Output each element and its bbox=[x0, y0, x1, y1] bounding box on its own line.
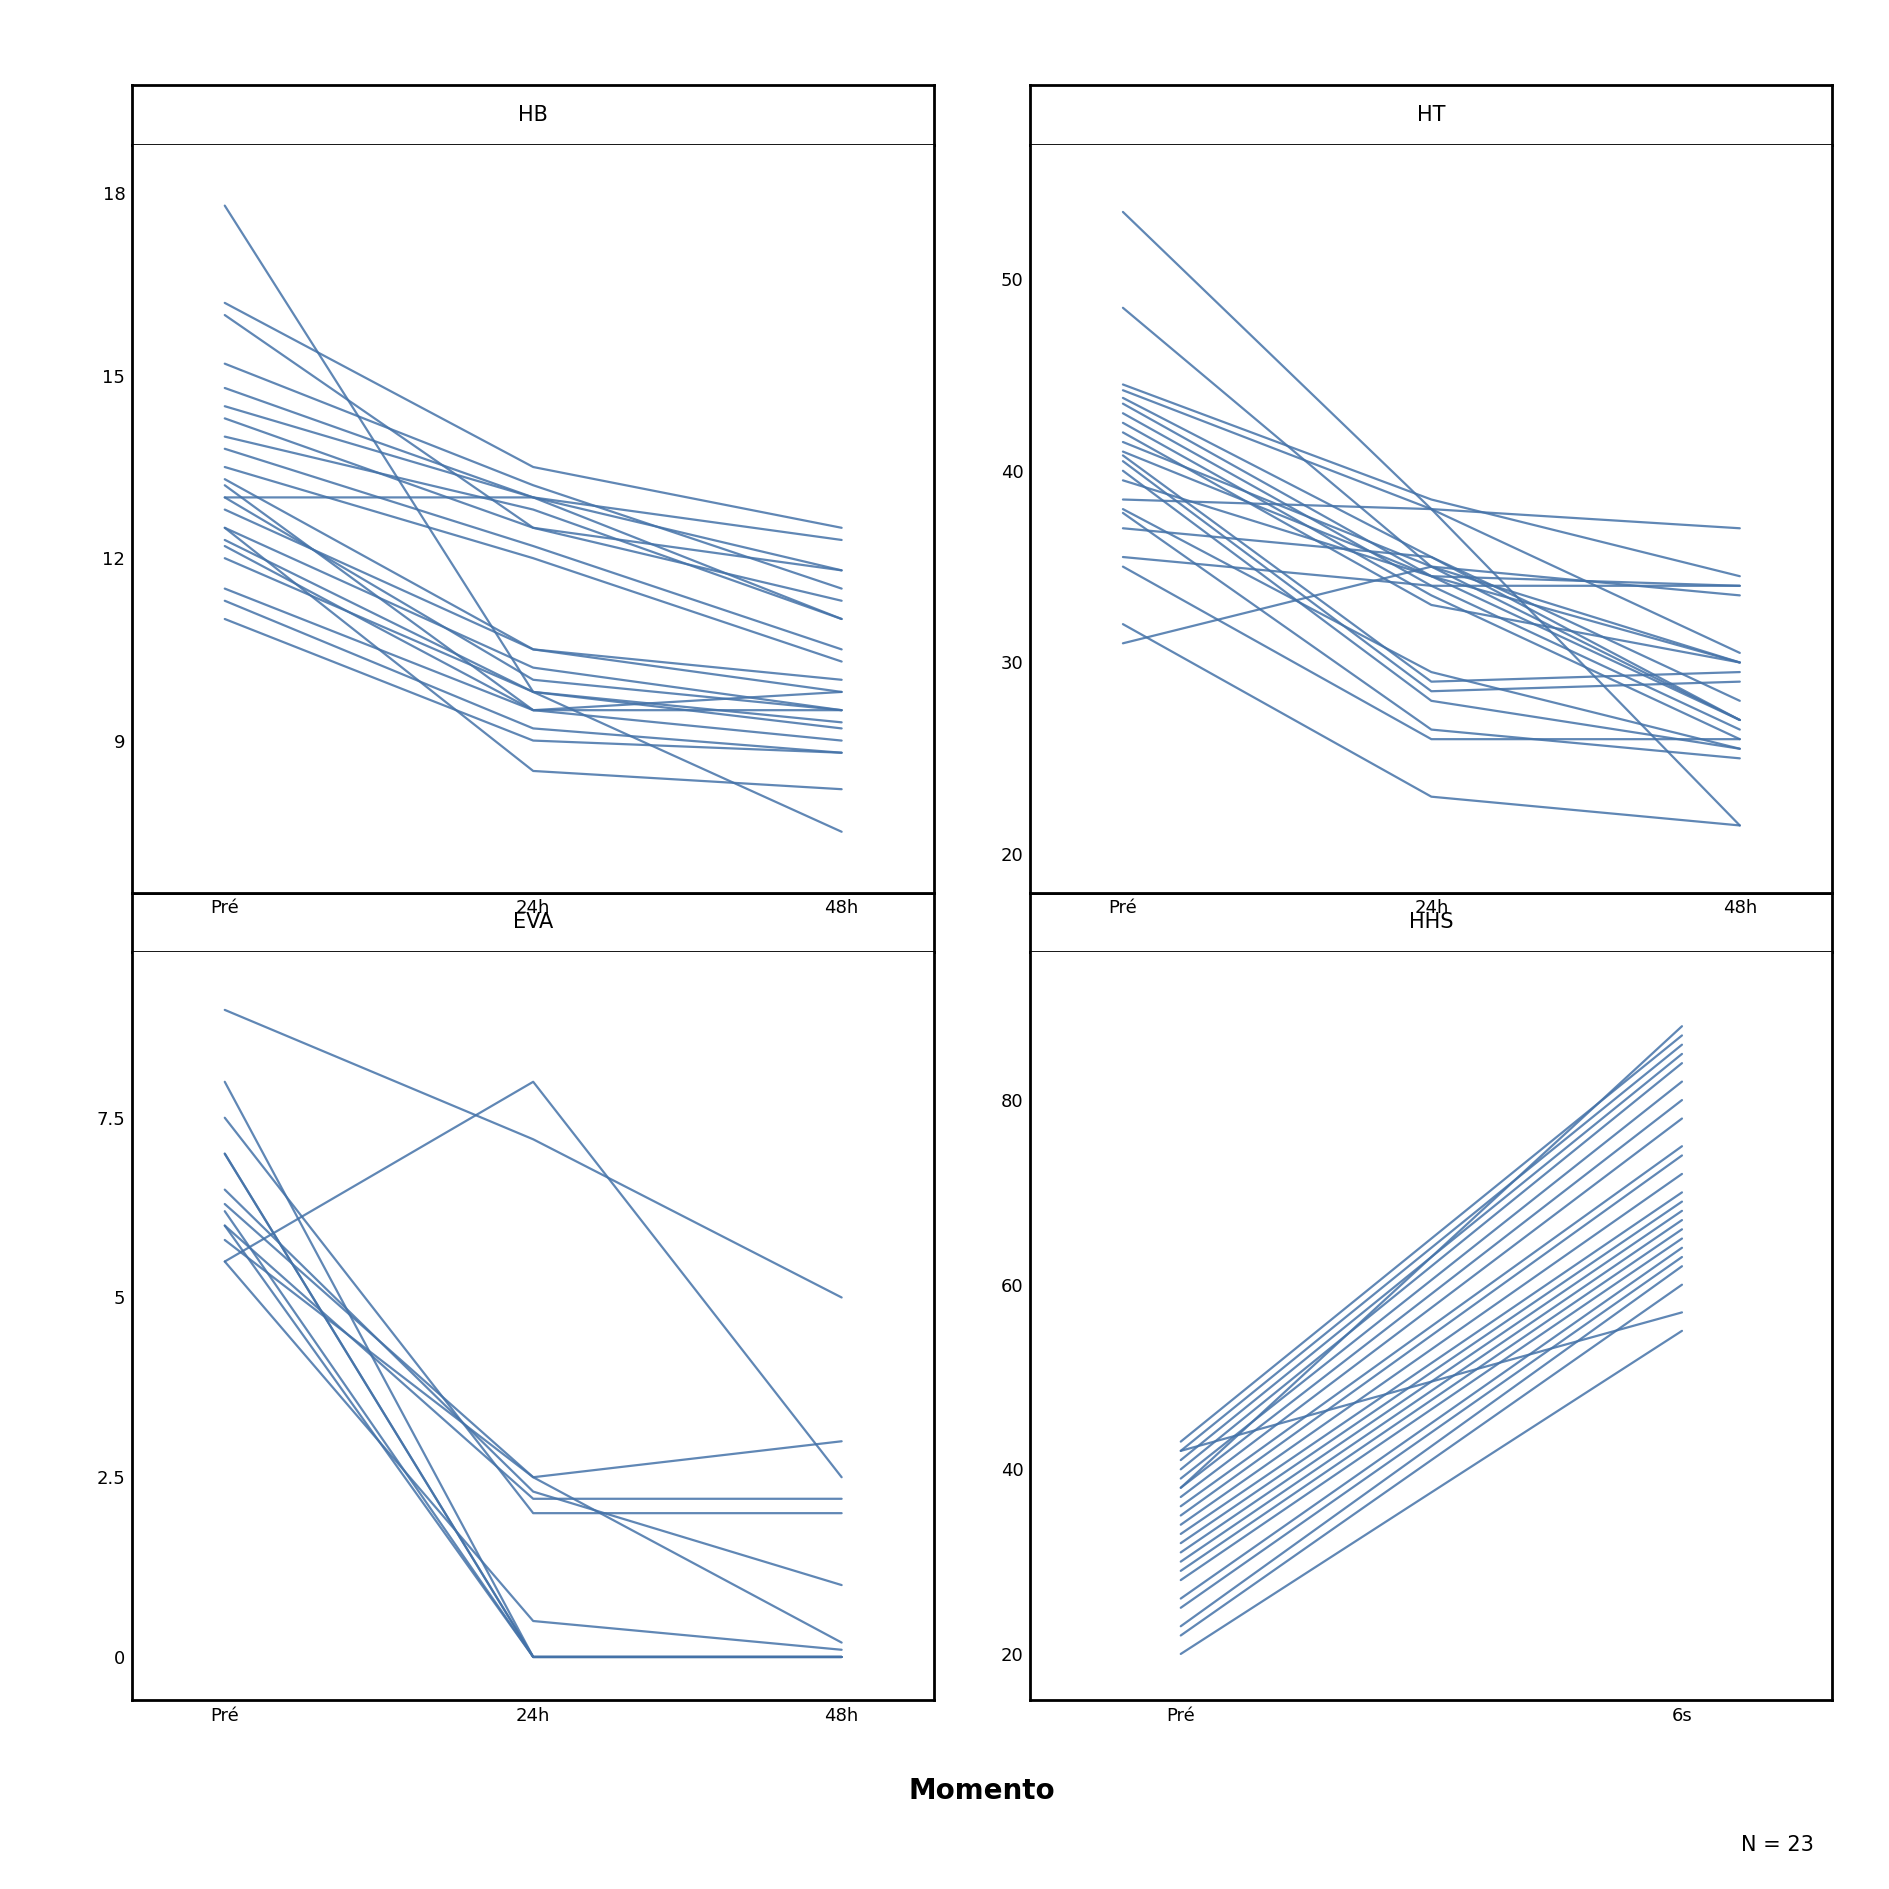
Text: HT: HT bbox=[1417, 106, 1445, 125]
Text: EVA: EVA bbox=[514, 912, 553, 933]
Text: HB: HB bbox=[518, 106, 548, 125]
Text: Momento: Momento bbox=[909, 1778, 1056, 1804]
Text: N = 23: N = 23 bbox=[1740, 1834, 1813, 1855]
Text: HHS: HHS bbox=[1409, 912, 1455, 933]
